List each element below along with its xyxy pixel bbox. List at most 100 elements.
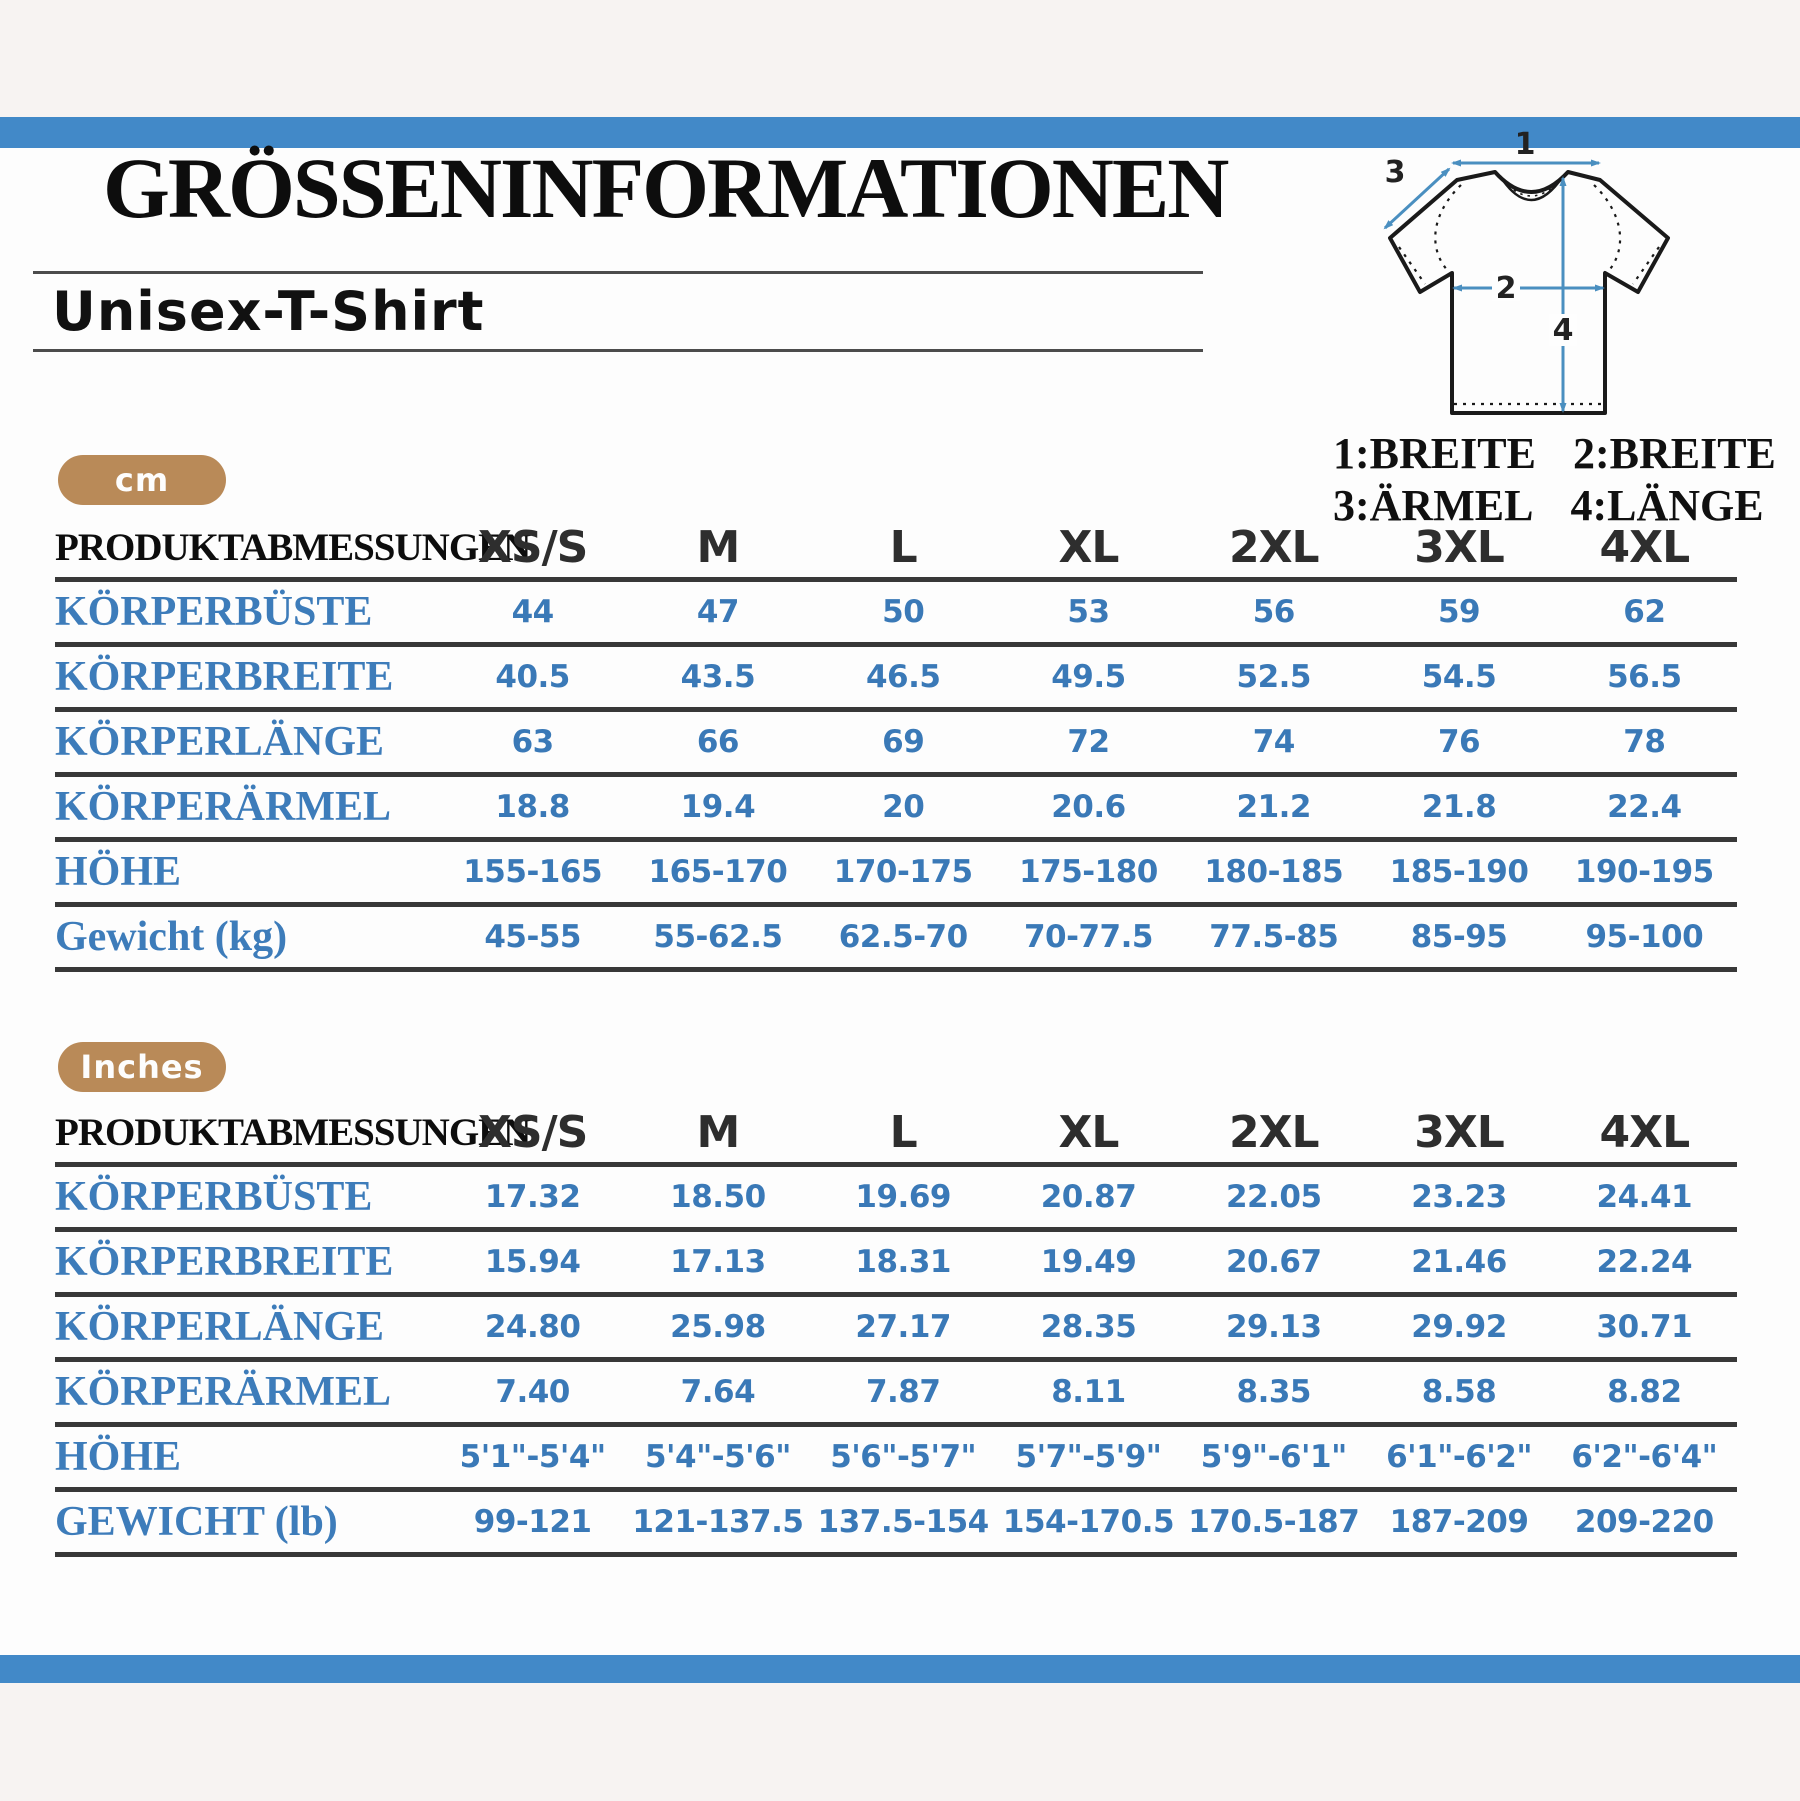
value-cell: 19.69 xyxy=(855,1179,951,1215)
value-cell: 59 xyxy=(1437,594,1481,630)
table-header-row: PRODUKTABMESSUNGEN XS/S M L XL 2XL 3XL 4XL xyxy=(55,1103,1737,1167)
value-cell: 99-121 xyxy=(473,1504,592,1540)
size-header-cell: L xyxy=(889,522,918,573)
value-cell: 25.98 xyxy=(670,1309,766,1345)
value-cell: 23.23 xyxy=(1411,1179,1507,1215)
row-label-cell: KÖRPERLÄNGE xyxy=(55,719,385,765)
size-header-cell: 3XL xyxy=(1414,522,1505,573)
size-header-cell: 4XL xyxy=(1599,1107,1691,1158)
value-cell: 165-170 xyxy=(648,854,788,890)
value-cell: 27.17 xyxy=(855,1309,951,1345)
value-cell: 56 xyxy=(1252,594,1296,630)
table-row: KÖRPERLÄNGE 63 66 69 72 74 76 78 xyxy=(55,712,1737,777)
row-label-cell: KÖRPERBREITE xyxy=(55,1239,394,1285)
table-row: KÖRPERBÜSTE 44 47 50 53 56 59 62 xyxy=(55,582,1737,647)
value-cell: 7.40 xyxy=(495,1374,570,1410)
value-cell: 56.5 xyxy=(1607,659,1682,695)
size-header-cell: XL xyxy=(1058,1107,1120,1158)
size-table-inches: PRODUKTABMESSUNGEN XS/S M L XL 2XL 3XL 4XL KÖRPE… xyxy=(55,1103,1737,1557)
size-header-cell: 3XL xyxy=(1414,1107,1505,1158)
value-cell: 170.5-187 xyxy=(1188,1504,1360,1540)
value-cell: 28.35 xyxy=(1040,1309,1137,1345)
value-cell: 5'1"-5'4" xyxy=(459,1439,606,1475)
row-label-cell: Gewicht (kg) xyxy=(55,914,288,960)
value-cell: 20.67 xyxy=(1225,1244,1322,1280)
row-label-cell: KÖRPERÄRMEL xyxy=(55,784,391,830)
value-cell: 74 xyxy=(1252,724,1296,760)
value-cell: 209-220 xyxy=(1574,1504,1714,1540)
row-label-cell: HÖHE xyxy=(55,1434,182,1480)
value-cell: 5'4"-5'6" xyxy=(644,1439,791,1475)
value-cell: 8.82 xyxy=(1607,1374,1682,1410)
bottom-accent-bar xyxy=(0,1655,1800,1683)
value-cell: 46.5 xyxy=(865,659,941,695)
diagram-label-2: 2 xyxy=(1496,271,1517,306)
dimension-header-cell: PRODUKTABMESSUNGEN xyxy=(55,1111,531,1154)
left-cuff-stitch xyxy=(1398,246,1426,285)
right-cuff-stitch xyxy=(1632,246,1660,285)
row-label-cell: GEWICHT (lb) xyxy=(55,1499,338,1545)
value-cell: 154-170.5 xyxy=(1002,1504,1175,1540)
size-header-cell: 4XL xyxy=(1599,522,1691,573)
value-cell: 121-137.5 xyxy=(632,1504,804,1540)
value-cell: 22.4 xyxy=(1607,789,1682,825)
row-label-cell: KÖRPERLÄNGE xyxy=(55,1304,385,1350)
legend-item-3: 3:ÄRMEL xyxy=(1333,481,1534,530)
value-cell: 190-195 xyxy=(1574,854,1714,890)
value-cell: 62 xyxy=(1623,594,1666,630)
value-cell: 5'6"-5'7" xyxy=(830,1439,977,1475)
diagram-label-3: 3 xyxy=(1385,155,1406,190)
value-cell: 7.64 xyxy=(680,1374,756,1410)
sleeve-arrow-3 xyxy=(1383,167,1451,230)
title-divider xyxy=(33,271,1203,274)
value-cell: 18.50 xyxy=(670,1179,766,1215)
value-cell: 17.13 xyxy=(670,1244,766,1280)
legend-item-2: 2:BREITE xyxy=(1572,429,1776,478)
value-cell: 175-180 xyxy=(1019,854,1158,890)
value-cell: 21.46 xyxy=(1411,1244,1507,1280)
value-cell: 62.5-70 xyxy=(838,919,969,955)
value-cell: 70-77.5 xyxy=(1023,919,1154,955)
table-row: KÖRPERBREITE 40.5 43.5 46.5 49.5 52.5 54.5 56.5 xyxy=(55,647,1737,712)
size-header-cell: L xyxy=(889,1107,918,1158)
value-cell: 77.5-85 xyxy=(1209,919,1339,955)
diagram-label-1: 1 xyxy=(1515,130,1536,162)
page-subtitle: Unisex-T-Shirt xyxy=(52,280,485,343)
value-cell: 180-185 xyxy=(1204,854,1344,890)
size-header-cell: 2XL xyxy=(1228,522,1320,573)
tshirt-measurement-diagram: 1 3 2 4 xyxy=(1383,130,1670,415)
value-cell: 21.2 xyxy=(1236,789,1312,825)
diagram-legend: 1:BREITE 2:BREITE 3:ÄRMEL 4:LÄNGE xyxy=(1320,428,1776,532)
value-cell: 85-95 xyxy=(1410,919,1508,955)
value-cell: 45-55 xyxy=(484,919,581,955)
size-header-cell: XL xyxy=(1058,522,1120,573)
value-cell: 78 xyxy=(1623,724,1666,760)
table-row: GEWICHT (lb) 99-121 121-137.5 137.5-154 154-… xyxy=(55,1492,1737,1557)
content-sheet xyxy=(0,148,1800,1655)
size-header-cell: M xyxy=(696,522,741,573)
left-armhole-seam xyxy=(1434,184,1462,276)
value-cell: 8.35 xyxy=(1236,1374,1312,1410)
right-armhole-seam xyxy=(1593,184,1622,276)
value-cell: 30.71 xyxy=(1596,1309,1693,1345)
value-cell: 8.58 xyxy=(1421,1374,1497,1410)
value-cell: 52.5 xyxy=(1236,659,1312,695)
subtitle-divider xyxy=(33,349,1203,352)
row-label-cell: HÖHE xyxy=(55,849,182,895)
row-label-cell: KÖRPERBÜSTE xyxy=(55,1174,373,1220)
value-cell: 24.80 xyxy=(484,1309,581,1345)
value-cell: 43.5 xyxy=(680,659,756,695)
value-cell: 5'7"-5'9" xyxy=(1015,1439,1162,1475)
label-2-backing xyxy=(1492,271,1520,301)
legend-line-2: 3:ÄRMEL 4:LÄNGE xyxy=(1320,480,1764,532)
table-row: KÖRPERBÜSTE 17.32 18.50 19.69 20.87 22.05 23.2… xyxy=(55,1167,1737,1232)
value-cell: 6'1"-6'2" xyxy=(1386,1439,1533,1475)
table-row: KÖRPERÄRMEL 18.8 19.4 20 20.6 21.2 21.8 22.4 xyxy=(55,777,1737,842)
diagram-label-4: 4 xyxy=(1553,313,1574,348)
value-cell: 53 xyxy=(1067,594,1110,630)
value-cell: 44 xyxy=(511,594,555,630)
dimension-header-cell: PRODUKTABMESSUNGEN xyxy=(55,526,531,569)
value-cell: 19.4 xyxy=(680,789,756,825)
value-cell: 66 xyxy=(696,724,740,760)
